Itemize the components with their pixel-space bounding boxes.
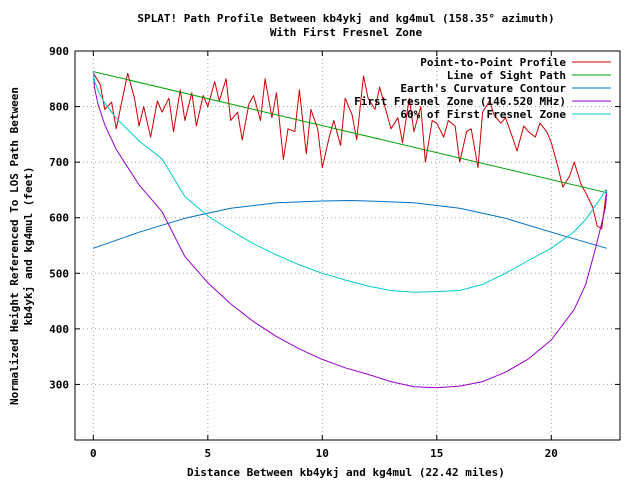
grid — [75, 51, 620, 440]
line-of-sight-line — [93, 71, 607, 194]
plot-frame — [74, 50, 621, 441]
y-tick-label: 600 — [49, 212, 69, 225]
x-axis-label: Distance Between kb4ykj and kg4mul (22.4… — [187, 466, 505, 479]
legend-earth-curvature-label: Earth's Curvature Contour — [400, 82, 566, 95]
legend-line-of-sight-label: Line of Sight Path — [447, 69, 566, 82]
y-tick-label: 900 — [49, 45, 69, 58]
legend-fresnel-60-label: 60% of First Fresnel Zone — [400, 108, 566, 121]
y-tick-label: 400 — [49, 323, 69, 336]
y-tick-label: 300 — [49, 378, 69, 391]
earth-curvature-line — [93, 200, 607, 249]
x-tick-label: 20 — [545, 447, 558, 460]
legend-profile-label: Point-to-Point Profile — [420, 56, 566, 69]
x-tick-label: 10 — [316, 447, 329, 460]
ticks: 0 5 10 15 20 300 400 500 600 700 800 900 — [49, 45, 620, 460]
series-group — [92, 71, 608, 389]
fresnel-zone-line — [92, 71, 608, 389]
y-tick-label: 500 — [49, 267, 69, 280]
legend-fresnel-zone-label: First Fresnel Zone (146.520 MHz) — [354, 95, 566, 108]
profile-line — [92, 72, 608, 230]
y-axis-label-line-1: Normalized Height Referenced To LOS Path… — [8, 87, 21, 405]
fresnel-60-line — [92, 71, 608, 293]
y-axis-label-line-2: kb4ykj and kg4mul (feet) — [22, 167, 35, 326]
y-tick-label: 700 — [49, 156, 69, 169]
x-tick-label: 0 — [90, 447, 97, 460]
y-tick-label: 800 — [49, 101, 69, 114]
chart-title-line-2: With First Fresnel Zone — [270, 26, 423, 39]
x-tick-label: 5 — [205, 447, 212, 460]
chart-title-line-1: SPLAT! Path Profile Between kb4ykj and k… — [137, 12, 554, 25]
x-tick-label: 15 — [430, 447, 443, 460]
